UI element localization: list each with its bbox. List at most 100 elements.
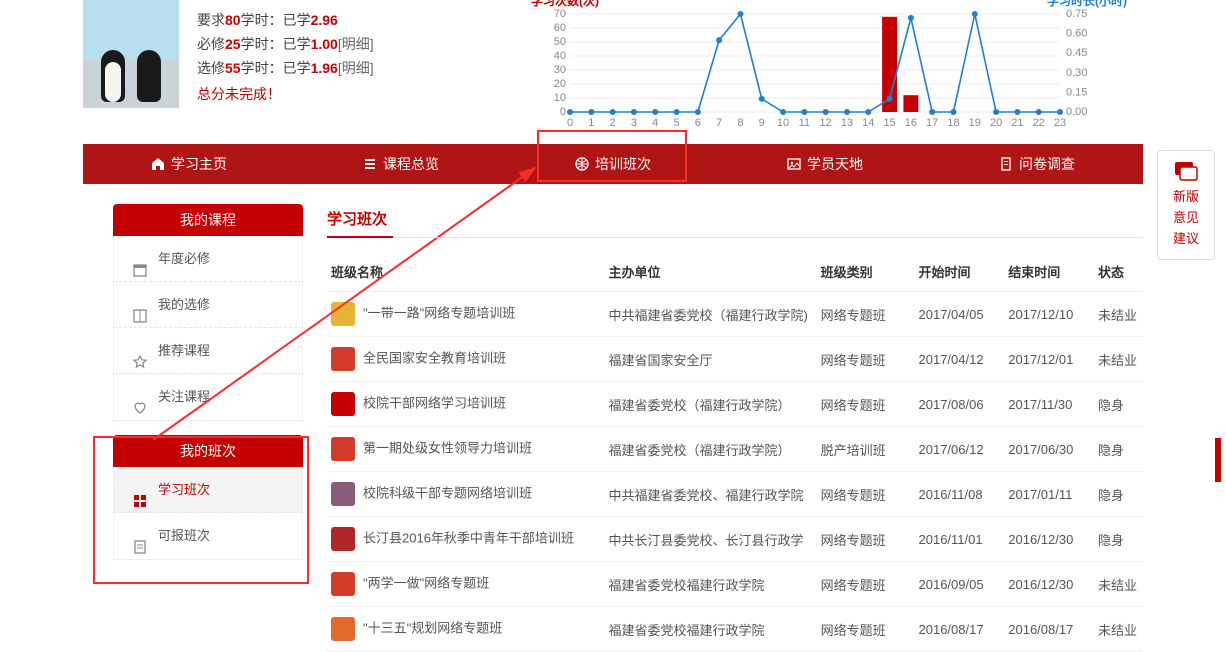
table-col: 主办单位 (604, 252, 816, 292)
end-date: 2016/12/30 (1004, 562, 1094, 607)
host: 中共福建省委党校（福建行政学院) (604, 292, 816, 337)
form-icon (132, 528, 148, 544)
study-stats: 要求80学时：已学2.96 必修25学时：已学1.00[明细] 选修55学时：已… (197, 0, 497, 130)
class-icon (331, 302, 355, 326)
sidebar-item[interactable]: 学习班次 (114, 467, 302, 513)
start-date: 2017/04/12 (915, 337, 1005, 382)
table-row[interactable]: 校院科级干部专题网络培训班中共福建省委党校、福建行政学院网络专题班2016/11… (327, 472, 1143, 517)
nav-courses[interactable]: 课程总览 (295, 144, 507, 184)
sidebar-list-classes: 学习班次可报班次 (113, 467, 303, 560)
start-date: 2016/08/17 (915, 607, 1005, 652)
table-row[interactable]: "十三五"规划网络专题班福建省委党校福建行政学院网络专题班2016/08/172… (327, 607, 1143, 652)
start-date: 2017/04/05 (915, 292, 1005, 337)
sidebar: 我的课程 年度必修我的选修推荐课程关注课程 我的班次 学习班次可报班次 (113, 204, 303, 652)
category: 网络专题班 (817, 517, 915, 562)
book-icon (132, 297, 148, 313)
star-icon (132, 343, 148, 359)
class-name: 长汀县2016年秋季中青年干部培训班 (363, 530, 574, 545)
nav-training[interactable]: 培训班次 (507, 144, 719, 184)
end-date: 2017/12/10 (1004, 292, 1094, 337)
table-col: 结束时间 (1004, 252, 1094, 292)
globe-icon (575, 146, 589, 186)
stat-required: 必修25学时：已学1.00[明细] (197, 34, 497, 54)
nav-home[interactable]: 学习主页 (83, 144, 295, 184)
class-icon (331, 527, 355, 551)
list-icon (363, 146, 377, 186)
chart-right-title: 学习时长(小时) (1047, 0, 1127, 9)
heart-icon (132, 389, 148, 405)
status: 未结业 (1094, 562, 1143, 607)
class-name: "十三五"规划网络专题班 (363, 620, 502, 635)
end-date: 2017/12/01 (1004, 337, 1094, 382)
stat-elective: 选修55学时：已学1.96[明细] (197, 58, 497, 78)
category: 网络专题班 (817, 472, 915, 517)
category: 网络专题班 (817, 562, 915, 607)
host: 中共福建省委党校、福建行政学院 (604, 472, 816, 517)
grid-icon (132, 482, 148, 498)
sidebar-item[interactable]: 年度必修 (114, 236, 302, 282)
table-col: 状态 (1094, 252, 1143, 292)
section-title: 学习班次 (327, 204, 1143, 238)
host: 福建省委党校（福建行政学院） (604, 427, 816, 472)
avatar (83, 0, 179, 108)
profile-row: 要求80学时：已学2.96 必修25学时：已学1.00[明细] 选修55学时：已… (83, 0, 1143, 144)
end-date: 2017/11/30 (1004, 382, 1094, 427)
start-date: 2016/11/08 (915, 472, 1005, 517)
nav-students[interactable]: 学员天地 (719, 144, 931, 184)
document-icon (999, 146, 1013, 186)
page-root: 要求80学时：已学2.96 必修25学时：已学1.00[明细] 选修55学时：已… (83, 0, 1143, 652)
main-content: 学习班次 班级名称主办单位班级类别开始时间结束时间状态 "一带一路"网络专题培训… (327, 204, 1143, 652)
sidebar-list-courses: 年度必修我的选修推荐课程关注课程 (113, 236, 303, 421)
nav-survey[interactable]: 问卷调查 (931, 144, 1143, 184)
table-row[interactable]: 校院干部网络学习培训班福建省委党校（福建行政学院）网络专题班2017/08/06… (327, 382, 1143, 427)
table-row[interactable]: 长汀县2016年秋季中青年干部培训班中共长汀县委党校、长汀县行政学网络专题班20… (327, 517, 1143, 562)
status: 未结业 (1094, 292, 1143, 337)
score-warning: 总分未完成！ (197, 84, 497, 104)
host: 福建省委党校福建行政学院 (604, 607, 816, 652)
sidebar-head-courses: 我的课程 (113, 204, 303, 236)
end-date: 2017/01/11 (1004, 472, 1094, 517)
picture-icon (787, 146, 801, 186)
category: 网络专题班 (817, 382, 915, 427)
status: 未结业 (1094, 607, 1143, 652)
status: 未结业 (1094, 337, 1143, 382)
status: 隐身 (1094, 472, 1143, 517)
start-date: 2016/11/01 (915, 517, 1005, 562)
category: 网络专题班 (817, 337, 915, 382)
host: 福建省国家安全厅 (604, 337, 816, 382)
sidebar-item[interactable]: 我的选修 (114, 282, 302, 328)
category: 网络专题班 (817, 292, 915, 337)
chat-icon (1174, 161, 1198, 181)
main-nav: 学习主页 课程总览 培训班次 学员天地 问卷调查 (83, 144, 1143, 184)
table-row[interactable]: 第一期处级女性领导力培训班福建省委党校（福建行政学院）脱产培训班2017/06/… (327, 427, 1143, 472)
class-icon (331, 392, 355, 416)
table-header-row: 班级名称主办单位班级类别开始时间结束时间状态 (327, 252, 1143, 292)
chart-study-hours: 学习时长(小时) (497, 0, 1143, 130)
calendar-icon (132, 251, 148, 267)
sidebar-item[interactable]: 关注课程 (114, 374, 302, 420)
sidebar-item[interactable]: 可报班次 (114, 513, 302, 559)
start-date: 2017/08/06 (915, 382, 1005, 427)
detail-link-required[interactable]: [明细] (338, 36, 374, 52)
table-row[interactable]: 全民国家安全教育培训班福建省国家安全厅网络专题班2017/04/122017/1… (327, 337, 1143, 382)
feedback-float[interactable]: 新版 意见 建议 (1157, 150, 1215, 260)
sidebar-head-classes: 我的班次 (113, 435, 303, 467)
class-name: 第一期处级女性领导力培训班 (363, 440, 532, 455)
class-name: 校院干部网络学习培训班 (363, 395, 506, 410)
class-icon (331, 482, 355, 506)
start-date: 2017/06/12 (915, 427, 1005, 472)
end-date: 2017/06/30 (1004, 427, 1094, 472)
body-row: 我的课程 年度必修我的选修推荐课程关注课程 我的班次 学习班次可报班次 学习班次… (83, 204, 1143, 652)
class-icon (331, 617, 355, 641)
end-date: 2016/12/30 (1004, 517, 1094, 562)
detail-link-elective[interactable]: [明细] (338, 60, 374, 76)
table-col: 班级名称 (327, 252, 604, 292)
right-edge-tab[interactable] (1215, 438, 1221, 482)
home-icon (151, 146, 165, 186)
table-row[interactable]: "两学一做"网络专题班福建省委党校福建行政学院网络专题班2016/09/0520… (327, 562, 1143, 607)
table-row[interactable]: "一带一路"网络专题培训班中共福建省委党校（福建行政学院)网络专题班2017/0… (327, 292, 1143, 337)
status: 隐身 (1094, 427, 1143, 472)
sidebar-item[interactable]: 推荐课程 (114, 328, 302, 374)
status: 隐身 (1094, 382, 1143, 427)
start-date: 2016/09/05 (915, 562, 1005, 607)
